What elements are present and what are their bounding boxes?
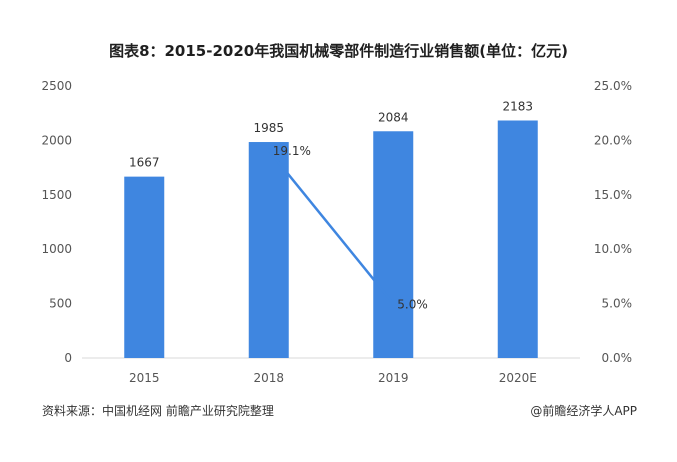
x-axis-category-label: 2020E xyxy=(499,371,537,385)
left-axis-tick-label: 1000 xyxy=(41,242,72,256)
growth-rate-label: 19.1% xyxy=(273,144,311,158)
left-axis-tick-label: 0 xyxy=(64,351,72,365)
bar xyxy=(248,142,289,358)
right-axis-tick-label: 20.0% xyxy=(594,133,632,147)
left-axis-tick-label: 1500 xyxy=(41,188,72,202)
x-axis-category-label: 2018 xyxy=(253,371,284,385)
chart-title: 图表8：2015-2020年我国机械零部件制造行业销售额(单位：亿元) xyxy=(109,42,568,60)
right-axis-tick-label: 5.0% xyxy=(602,297,633,311)
right-axis-tick-label: 0.0% xyxy=(602,351,633,365)
left-axis-tick-label: 500 xyxy=(49,297,72,311)
bar-value-label: 1667 xyxy=(129,156,160,170)
bar-value-label: 2084 xyxy=(378,110,409,124)
source-note: 资料来源：中国机经网 前瞻产业研究院整理 xyxy=(42,404,274,418)
bar xyxy=(373,131,414,358)
growth-rate-line xyxy=(267,149,395,305)
growth-rate-label: 5.0% xyxy=(397,298,428,312)
right-axis-tick-label: 15.0% xyxy=(594,188,632,202)
right-axis-tick-label: 10.0% xyxy=(594,242,632,256)
left-axis-tick-label: 2000 xyxy=(41,133,72,147)
bar xyxy=(124,176,165,358)
x-axis-category-label: 2015 xyxy=(129,371,160,385)
bar-value-label: 1985 xyxy=(253,121,284,135)
credit-note: @前瞻经济学人APP xyxy=(530,404,637,418)
bar-value-label: 2183 xyxy=(502,99,533,113)
x-axis-category-label: 2019 xyxy=(378,371,409,385)
right-axis-tick-label: 25.0% xyxy=(594,79,632,93)
bar xyxy=(497,120,538,359)
growth-rate-point xyxy=(391,301,396,306)
left-axis-tick-label: 2500 xyxy=(41,79,72,93)
growth-rate-point xyxy=(266,148,271,153)
